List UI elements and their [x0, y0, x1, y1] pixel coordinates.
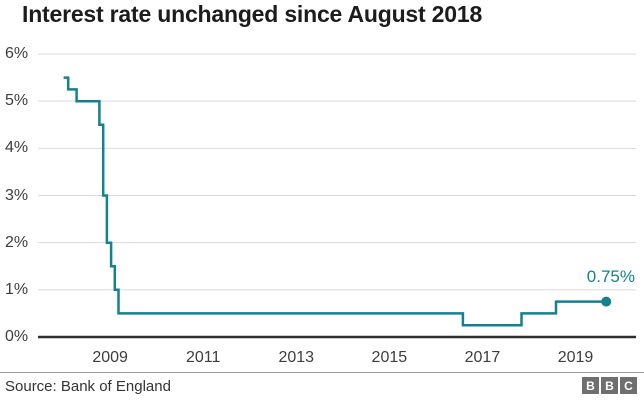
bbc-logo-block: B — [601, 377, 618, 394]
y-tick-label: 1% — [5, 280, 29, 298]
footer-divider — [0, 372, 644, 373]
bbc-logo-block: C — [620, 377, 637, 394]
source-attribution: Source: Bank of England — [5, 378, 171, 395]
chart-title: Interest rate unchanged since August 201… — [22, 1, 483, 27]
y-tick-label: 5% — [5, 92, 29, 110]
x-tick-label: 2015 — [371, 349, 408, 366]
current-rate-label: 0.75% — [586, 267, 635, 286]
bbc-logo-block: B — [582, 377, 599, 394]
y-tick-label: 0% — [5, 328, 29, 345]
y-tick-label: 3% — [5, 186, 29, 204]
rate-line — [63, 76, 607, 327]
y-tick-label: 4% — [5, 139, 29, 157]
x-tick-label: 2009 — [92, 349, 128, 366]
x-tick-label: 2011 — [186, 349, 221, 366]
y-tick-label: 2% — [5, 233, 29, 251]
end-point-marker — [601, 296, 612, 307]
x-tick-label: 2013 — [278, 349, 315, 366]
x-tick-label: 2019 — [557, 349, 594, 366]
x-tick-label: 2017 — [464, 349, 501, 366]
y-tick-label: 6% — [5, 45, 29, 62]
